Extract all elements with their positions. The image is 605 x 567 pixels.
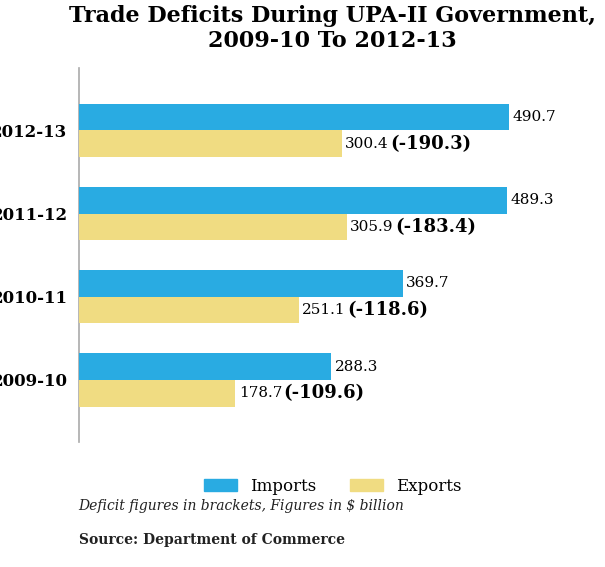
Bar	[79, 104, 509, 130]
Text: 300.4: 300.4	[345, 137, 389, 151]
Bar	[79, 270, 402, 297]
Text: (-190.3): (-190.3)	[390, 135, 471, 153]
Text: 369.7: 369.7	[406, 277, 450, 290]
Bar	[79, 380, 235, 407]
Bar	[79, 187, 508, 214]
Bar	[79, 214, 347, 240]
Text: (-109.6): (-109.6)	[283, 384, 365, 402]
Bar	[79, 353, 332, 380]
Text: Deficit figures in brackets, Figures in $ billion: Deficit figures in brackets, Figures in …	[79, 500, 404, 513]
Title: Trade Deficits During UPA-II Government,
2009-10 To 2012-13: Trade Deficits During UPA-II Government,…	[70, 5, 596, 52]
Legend: Imports, Exports: Imports, Exports	[197, 471, 469, 501]
Text: (-118.6): (-118.6)	[347, 301, 428, 319]
Text: 490.7: 490.7	[512, 110, 556, 124]
Text: (-183.4): (-183.4)	[395, 218, 476, 236]
Bar	[79, 297, 299, 323]
Text: Source: Department of Commerce: Source: Department of Commerce	[79, 534, 345, 547]
Text: 251.1: 251.1	[302, 303, 346, 317]
Text: 288.3: 288.3	[335, 359, 378, 374]
Bar	[79, 130, 342, 157]
Text: 305.9: 305.9	[350, 220, 394, 234]
Text: 489.3: 489.3	[511, 193, 554, 208]
Text: 178.7: 178.7	[239, 386, 282, 400]
